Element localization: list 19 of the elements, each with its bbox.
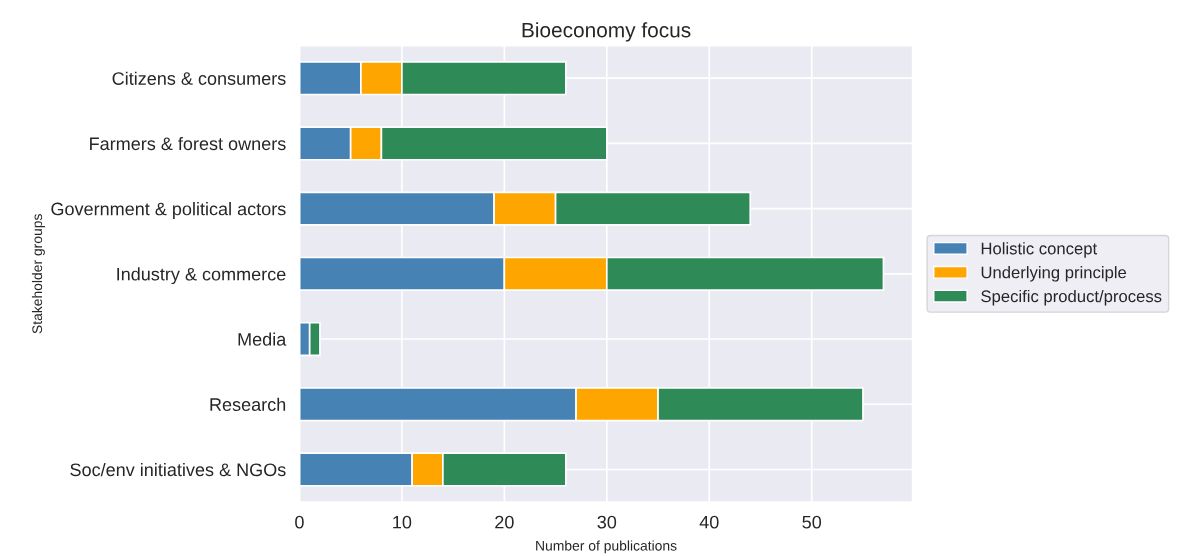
x-tick-label: 50 — [802, 515, 822, 529]
x-tick-label: 40 — [699, 515, 719, 529]
x-tick-label: 10 — [393, 515, 412, 529]
legend-label: Holistic concept — [981, 242, 1098, 258]
y-tick-label: Media — [238, 332, 287, 346]
y-tick-label: Farmers & forest owners — [90, 136, 286, 151]
x-tick-label: 0 — [295, 515, 304, 529]
y-tick-label: Government & political actors — [51, 202, 286, 219]
x-tick-label: 30 — [597, 515, 617, 529]
y-axis-title: Stakeholder groups — [31, 214, 45, 334]
legend-label: Specific product/process — [981, 289, 1162, 306]
y-tick-label: Research — [210, 397, 286, 411]
y-tick-label: Citizens & consumers — [112, 71, 286, 85]
y-tick-label: Industry & commerce — [117, 267, 286, 285]
x-tick-label: 20 — [495, 515, 514, 529]
legend-label: Underlying principle — [981, 266, 1127, 282]
chart-title: Bioeconomy focus — [522, 22, 691, 42]
x-axis-title: Number of publications — [536, 540, 677, 554]
y-tick-label: Soc/env initiatives & NGOs — [70, 462, 286, 477]
